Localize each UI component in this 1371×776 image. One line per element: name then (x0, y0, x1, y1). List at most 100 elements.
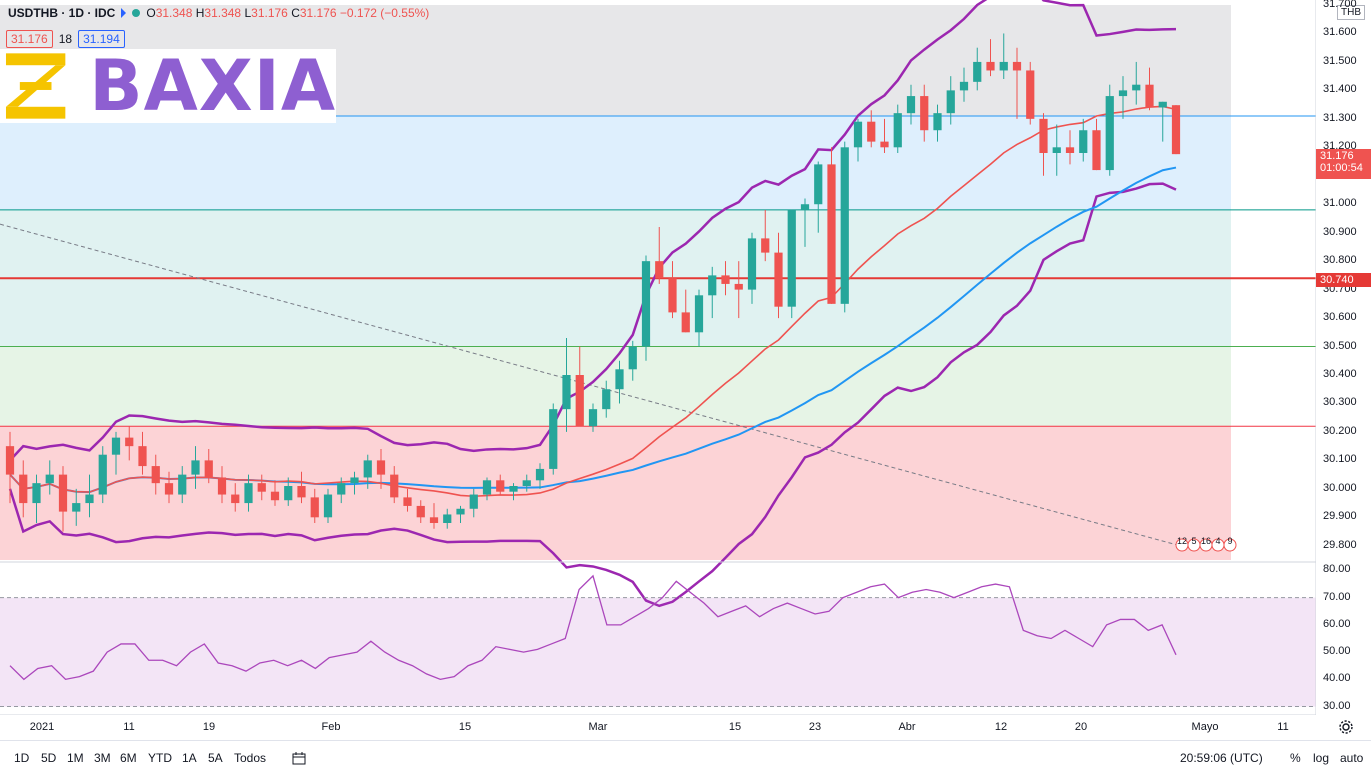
price-axis-label: 30.900 (1323, 225, 1357, 238)
candle (668, 278, 677, 313)
svg-text:4: 4 (1215, 536, 1220, 546)
time-axis-label: 12 (994, 721, 1008, 733)
spread-value: 18 (58, 32, 73, 46)
rsi-line (9, 574, 1177, 681)
candle (72, 503, 81, 512)
currency-label[interactable]: THB (1337, 5, 1365, 20)
symbol-title[interactable]: USDTHB · 1D · IDC (8, 6, 116, 20)
bottom-toolbar: 1D 5D 1M 3M 6M YTD 1A 5A Todos 20:59:06 (UTC) % … (0, 740, 1371, 776)
candle (562, 375, 571, 410)
timeframe-button[interactable]: 6M (120, 751, 137, 765)
time-axis-label: 15 (458, 721, 472, 733)
candle (231, 494, 240, 504)
event-marker: 16 (1199, 536, 1213, 552)
candle (1132, 84, 1141, 91)
candle (19, 474, 28, 504)
price-axis-label: 31.700 (1323, 0, 1357, 10)
candle (284, 486, 293, 501)
candle (151, 466, 160, 484)
candle (496, 480, 505, 492)
candle (827, 164, 836, 304)
bollinger-lower (8, 182, 1177, 608)
candle (522, 480, 531, 486)
timeframe-button[interactable]: Todos (234, 751, 267, 765)
candle (1092, 130, 1101, 171)
timeframe-button[interactable]: 1A (182, 751, 197, 765)
percent-scale-toggle[interactable]: % (1290, 751, 1301, 765)
rsi-axis-label: 60.00 (1323, 617, 1351, 630)
timeframe-button[interactable]: YTD (148, 751, 172, 765)
candle (337, 483, 346, 495)
market-status-icon (132, 9, 141, 17)
candle (694, 295, 704, 333)
buy-button[interactable]: 31.194 (78, 30, 125, 48)
event-marker: 9 (1223, 536, 1237, 552)
time-axis-label: 23 (808, 721, 822, 733)
timeframe-button[interactable]: 1M (67, 751, 84, 765)
log-scale-toggle[interactable]: log (1313, 751, 1330, 765)
candle (1145, 84, 1154, 108)
candle (575, 375, 584, 427)
price-axis-label: 29.800 (1323, 538, 1357, 551)
rsi-axis-label: 80.00 (1323, 563, 1351, 576)
candle (787, 209, 796, 307)
svg-text:16: 16 (1201, 536, 1211, 546)
price-axis-label: 29.900 (1323, 510, 1357, 523)
baxia-logo-icon (5, 53, 66, 119)
clock-readout[interactable]: 20:59:06 (UTC) (1180, 751, 1263, 765)
candle (747, 238, 757, 290)
candle (376, 460, 386, 475)
timeframe-button[interactable]: 1D (14, 751, 30, 765)
candle (1012, 61, 1022, 71)
candle (655, 261, 664, 279)
candle (774, 252, 783, 307)
candle (111, 437, 121, 455)
ohlc-values: O31.348 H31.348 L31.176 C31.176 −0.172 (… (146, 6, 430, 20)
price-axis-label: 31.600 (1323, 26, 1357, 39)
timeframe-button[interactable]: 3M (94, 751, 111, 765)
flag-icon (121, 8, 127, 18)
bollinger-upper (9, 0, 1177, 462)
price-axis-label: 31.000 (1323, 197, 1357, 210)
candle (588, 409, 598, 427)
time-axis-label: Mar (588, 721, 608, 733)
candle (191, 460, 200, 475)
time-axis-label: Abr (898, 721, 916, 733)
candle (416, 505, 425, 518)
candle (906, 96, 916, 114)
candle (893, 113, 902, 148)
countdown-timer: 01:00:54 (1320, 162, 1363, 174)
zone-band (0, 116, 1231, 210)
price-axis-label: 30.100 (1323, 453, 1357, 466)
candle (1079, 130, 1088, 153)
candle (45, 474, 54, 484)
sell-button[interactable]: 31.176 (6, 30, 53, 48)
time-axis-label: Feb (321, 721, 341, 733)
candle (350, 477, 359, 484)
time-axis-label: 20 (1074, 721, 1088, 733)
candle (999, 61, 1008, 71)
price-axis-label: 30.600 (1323, 311, 1357, 324)
price-axis-label: 31.400 (1323, 83, 1357, 96)
svg-text:12: 12 (1177, 536, 1187, 546)
candle (85, 494, 94, 504)
timeframe-button[interactable]: 5A (208, 751, 223, 765)
date-range-icon[interactable] (292, 751, 306, 768)
price-axis-label: 30.500 (1323, 339, 1357, 352)
candle (257, 483, 266, 492)
price-axis-label: 31.500 (1323, 54, 1357, 67)
candle (403, 497, 412, 506)
zone-band (0, 426, 1231, 560)
candle (840, 147, 849, 304)
rsi-axis-label: 70.00 (1323, 590, 1351, 603)
rsi-axis-label: 40.00 (1323, 672, 1351, 685)
timeframe-button[interactable]: 5D (41, 751, 57, 765)
symbol-legend: USDTHB · 1D · IDC O31.348 H31.348 L31.17… (8, 6, 429, 20)
rsi-band (0, 597, 1316, 707)
brand-logo: BAXIA (0, 49, 336, 123)
candle (761, 238, 770, 253)
auto-scale-toggle[interactable]: auto (1340, 751, 1364, 765)
settings-gear-icon[interactable] (1338, 719, 1354, 740)
candle (1039, 118, 1048, 153)
last-price-tag: 31.176 01:00:54 (1316, 149, 1371, 179)
